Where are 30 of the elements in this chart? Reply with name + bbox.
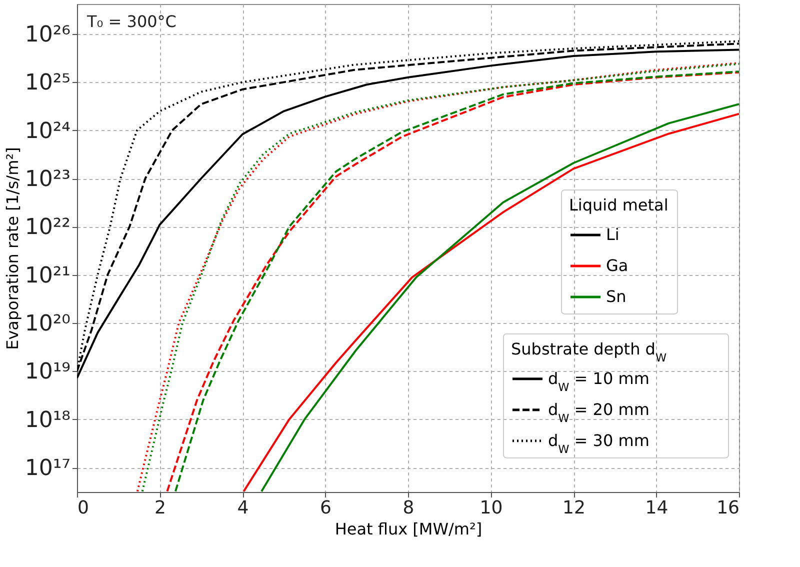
annotation: d$_{W}$ = 10 mm [548,368,650,394]
annotation: Substrate depth d$_{W}$ [511,339,667,364]
annotation: d$_{W}$ = 20 mm [548,400,650,424]
y-tick-label: 10²⁶ [24,22,71,48]
x-tick-label: 14 [645,498,668,518]
x-axis-title: Heat flux [MW/m²] [334,520,482,538]
legend-title: Liquid metal [569,195,668,214]
y-axis-title: Evaporation rate [1/s/m²] [2,147,22,350]
y-tick-label: 10²³ [24,167,70,192]
x-tick-label: 0 [78,498,89,518]
x-tick-label: 16 [716,498,740,518]
annotation: d$_{W}$ = 30 mm [548,430,650,456]
legend-label: Sn [606,286,626,306]
x-tick-label: 8 [402,498,414,518]
x-tick-label: 10 [480,498,503,518]
y-tick-label: 10¹⁸ [24,408,71,433]
annotation: T₀ = 300°C [86,12,176,31]
y-tick-label: 10¹⁹ [24,360,70,385]
x-tick-label: 12 [562,498,586,518]
legend-label: Li [606,224,620,244]
y-tick-label: 10²⁰ [24,312,71,337]
y-tick-label: 10²⁴ [24,118,71,144]
x-tick-label: 6 [320,498,332,518]
x-tick-label: 4 [237,498,249,518]
x-tick-label: 2 [154,498,166,518]
legend-label: Ga [606,256,628,275]
y-tick-label: 10²⁵ [24,70,70,96]
y-tick-label: 10¹⁷ [24,456,70,481]
y-tick-label: 10²¹ [24,263,70,288]
y-tick-label: 10²² [24,215,70,240]
